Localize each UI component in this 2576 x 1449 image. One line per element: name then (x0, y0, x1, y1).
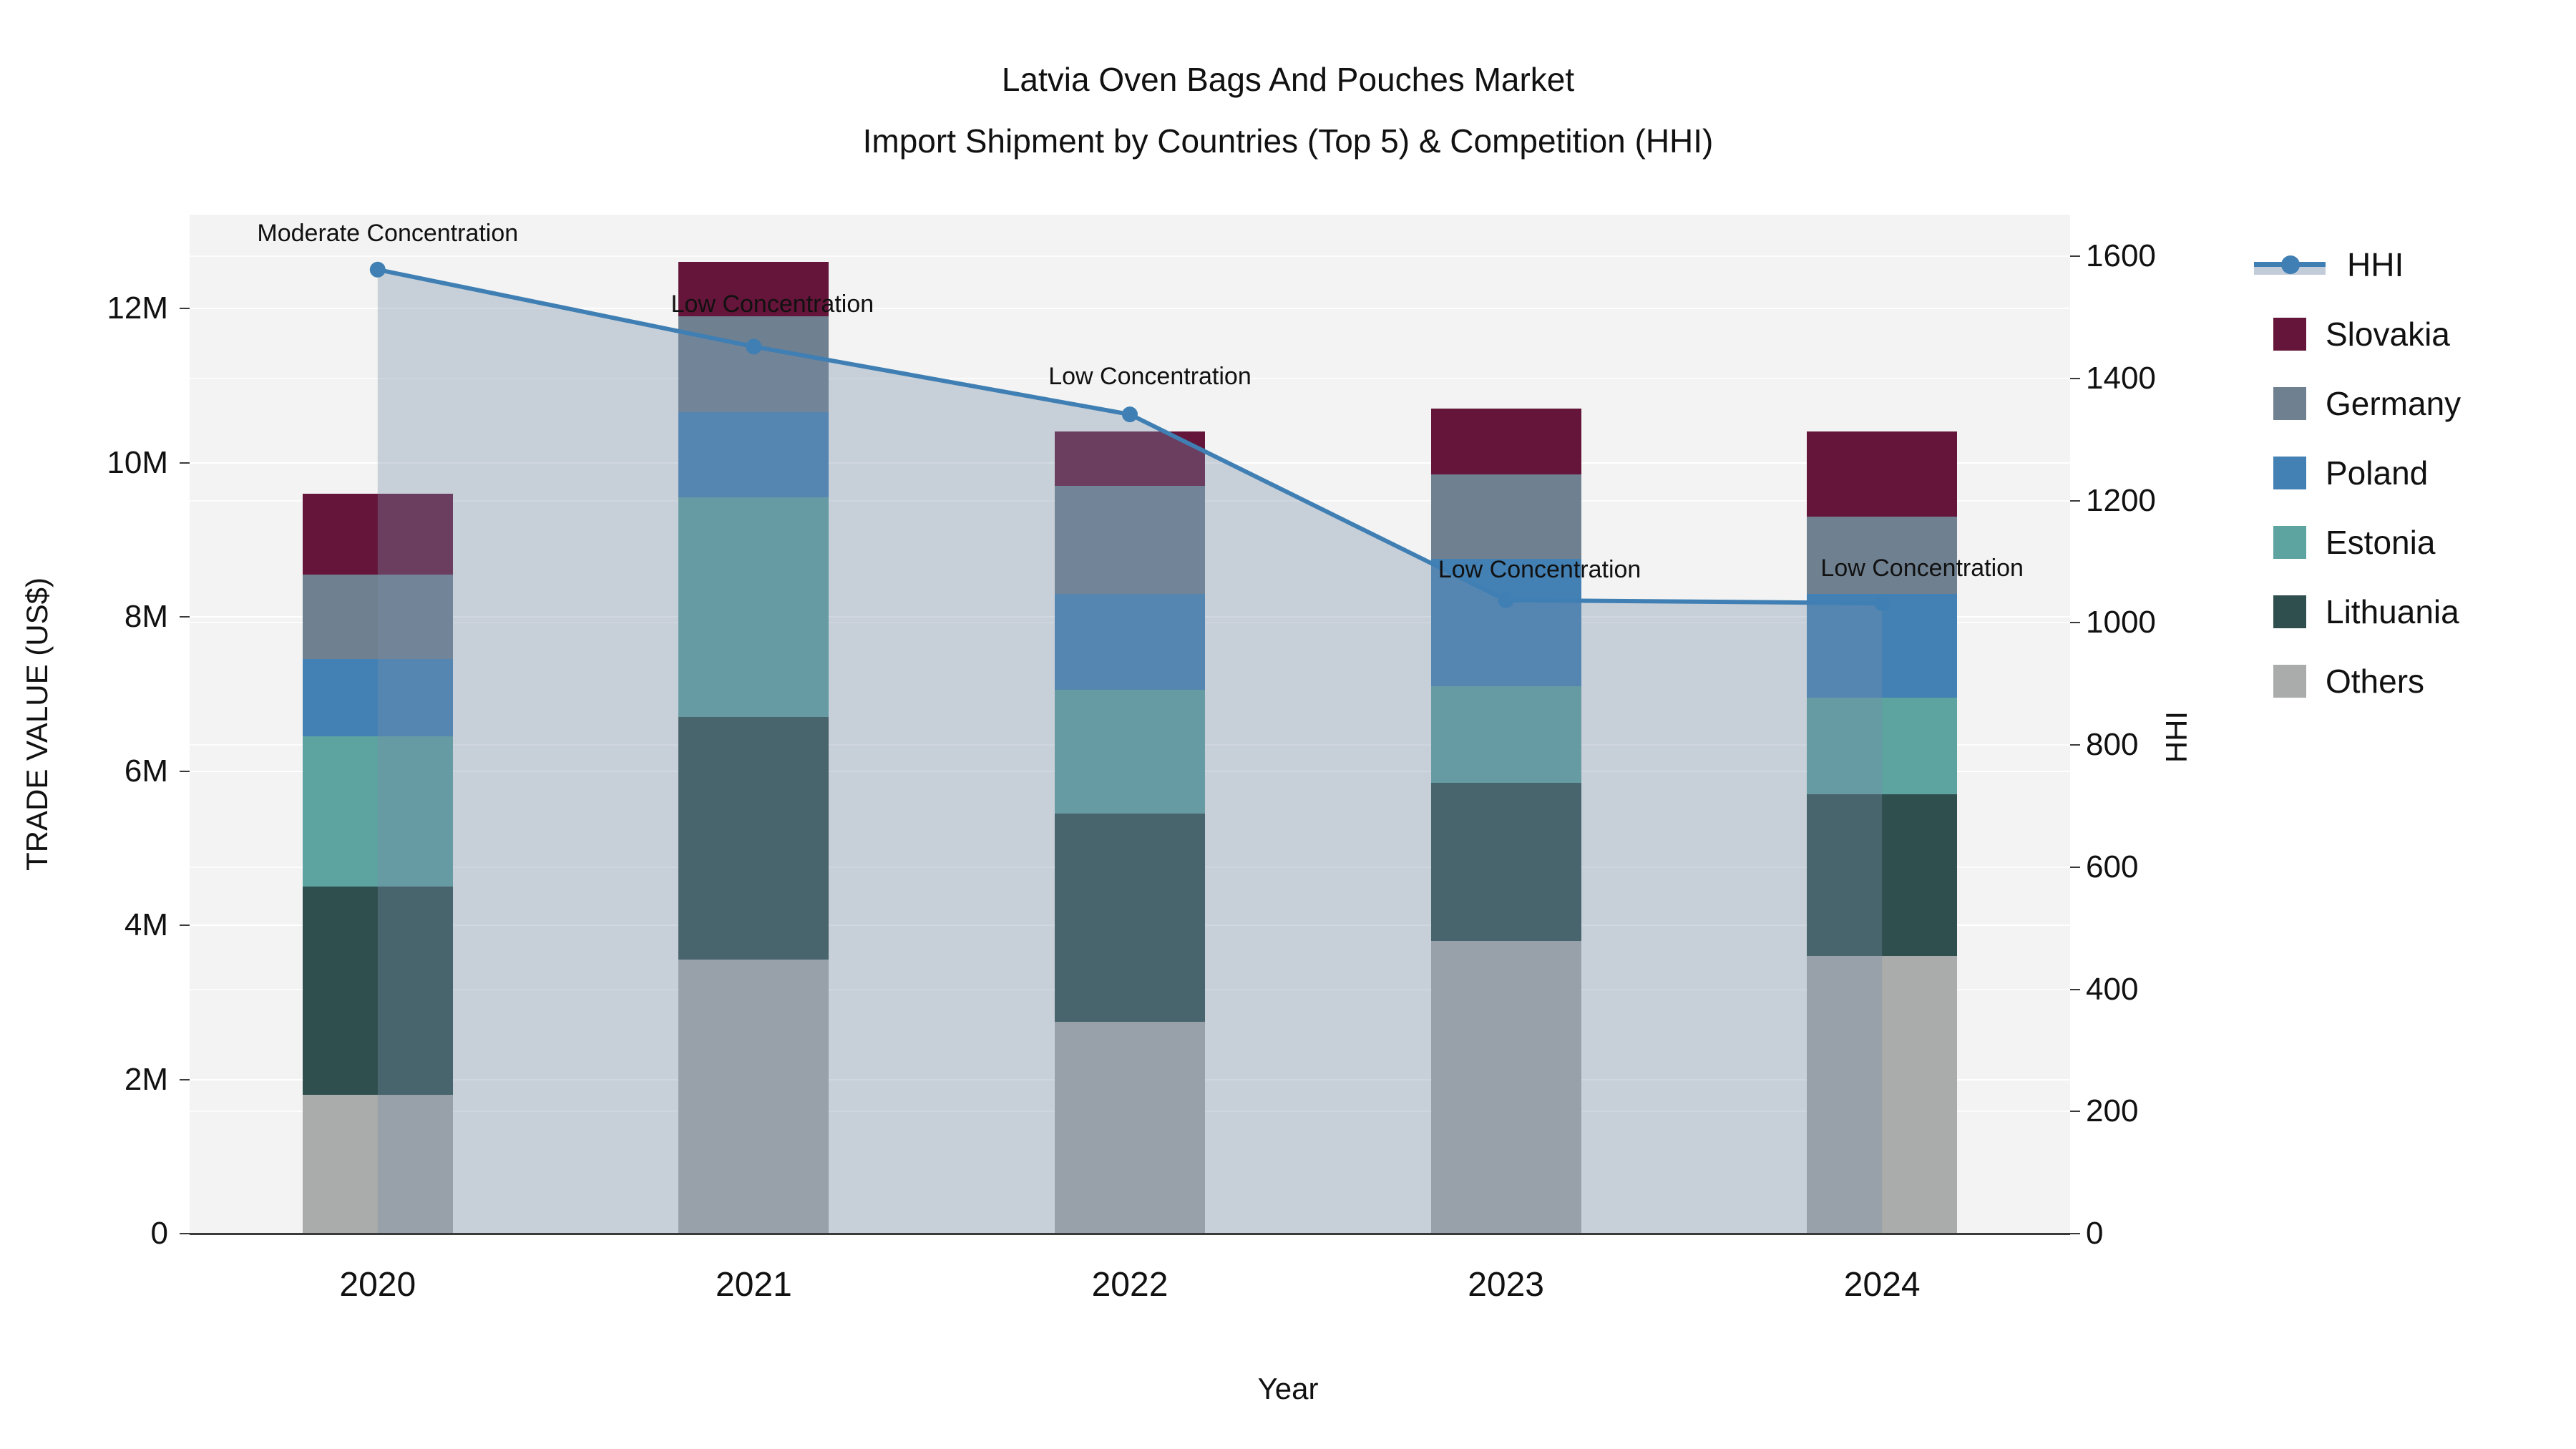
legend-item-others[interactable]: Others (2254, 660, 2424, 703)
y-tick-label: 2M (124, 1061, 168, 1097)
x-tick-label-2024: 2024 (1843, 1266, 1921, 1304)
y-tick-label: 0 (150, 1216, 168, 1251)
bar-segment-others-2022[interactable] (1055, 1021, 1205, 1234)
legend-item-slovakia[interactable]: Slovakia (2254, 313, 2450, 356)
legend-item-lithuania[interactable]: Lithuania (2254, 590, 2459, 633)
legend-label: HHI (2347, 246, 2404, 283)
y2-tick-label: 1400 (2086, 360, 2156, 396)
bar-segment-lithuania-2020[interactable] (302, 887, 453, 1096)
y-tick-label: 4M (124, 907, 168, 942)
bar-segment-lithuania-2024[interactable] (1807, 794, 1958, 957)
bar-segment-germany-2022[interactable] (1055, 485, 1205, 594)
legend-item-poland[interactable]: Poland (2254, 452, 2428, 494)
x-tick-label-2021: 2021 (716, 1266, 792, 1304)
y2-tickmark (2070, 622, 2080, 624)
y-tickmark (180, 924, 190, 926)
bar-segment-estonia-2024[interactable] (1807, 698, 1958, 794)
legend-color-swatch (2273, 526, 2306, 559)
y2-axis-title: HHI (2160, 711, 2193, 763)
y2-tickmark (2070, 499, 2080, 502)
y-tick-label: 12M (107, 291, 168, 326)
y2-tickmark (2070, 988, 2080, 990)
bar-segment-germany-2023[interactable] (1430, 474, 1581, 560)
y2-tick-label: 0 (2086, 1216, 2104, 1251)
x-tick-label-2020: 2020 (339, 1266, 416, 1304)
annotation-2021: Low Concentration (670, 291, 874, 318)
bar-segment-estonia-2023[interactable] (1430, 686, 1581, 783)
y-tickmark (180, 462, 190, 464)
y-tickmark (180, 1078, 190, 1080)
bar-segment-slovakia-2024[interactable] (1807, 431, 1958, 517)
bar-segment-others-2023[interactable] (1430, 940, 1581, 1234)
bar-segment-germany-2021[interactable] (678, 316, 829, 413)
bar-segment-estonia-2020[interactable] (302, 736, 453, 887)
y2-tickmark (2070, 1111, 2080, 1113)
y2-tick-label: 400 (2086, 971, 2139, 1007)
legend-item-germany[interactable]: Germany (2254, 382, 2461, 425)
x-tick-label-2023: 2023 (1468, 1266, 1544, 1304)
y-tick-label: 10M (107, 444, 168, 480)
gridline-y (190, 308, 2070, 309)
y2-tickmark (2070, 1233, 2080, 1234)
legend-item-hhi[interactable]: HHI (2254, 243, 2404, 286)
y-axis-title: TRADE VALUE (US$) (20, 577, 54, 871)
bar-segment-slovakia-2020[interactable] (302, 493, 453, 575)
bar-segment-poland-2021[interactable] (678, 412, 829, 497)
bar-segment-estonia-2022[interactable] (1055, 690, 1205, 814)
bar-segment-poland-2020[interactable] (302, 659, 453, 736)
y2-tickmark (2070, 255, 2080, 257)
legend-label: Germany (2326, 385, 2462, 422)
y2-tickmark (2070, 744, 2080, 746)
chart-title-line1: Latvia Oven Bags And Pouches Market (1001, 61, 1575, 98)
y2-tick-label: 200 (2086, 1093, 2139, 1129)
legend-label: Estonia (2326, 524, 2436, 561)
annotation-2020: Moderate Concentration (257, 219, 519, 247)
bar-segment-slovakia-2023[interactable] (1430, 409, 1581, 474)
legend-label: Others (2326, 663, 2425, 700)
y2-tickmark (2070, 377, 2080, 379)
y-tick-label: 6M (124, 753, 168, 789)
bar-segment-slovakia-2022[interactable] (1055, 431, 1205, 486)
chart-title-line2: Import Shipment by Countries (Top 5) & C… (862, 122, 1714, 160)
annotation-2022: Low Concentration (1048, 363, 1252, 391)
hhi-line-icon (2254, 249, 2326, 280)
bar-segment-others-2020[interactable] (302, 1095, 453, 1234)
legend-item-estonia[interactable]: Estonia (2254, 521, 2435, 564)
x-axis-title: Year (1257, 1372, 1319, 1405)
bar-segment-poland-2022[interactable] (1055, 593, 1205, 691)
bar-segment-germany-2020[interactable] (302, 574, 453, 660)
legend-color-swatch (2273, 387, 2306, 420)
gridline-y2 (190, 255, 2070, 257)
legend-label: Lithuania (2326, 593, 2459, 630)
legend-color-swatch (2273, 665, 2306, 698)
y2-tick-label: 1600 (2086, 238, 2156, 273)
legend-label: Slovakia (2326, 316, 2450, 353)
legend-color-swatch (2273, 595, 2306, 628)
y2-tickmark (2070, 866, 2080, 868)
y2-tick-label: 600 (2086, 849, 2139, 884)
bar-segment-poland-2024[interactable] (1807, 593, 1958, 698)
x-axis-line (190, 1233, 2070, 1235)
bar-segment-others-2024[interactable] (1807, 956, 1958, 1234)
y-tickmark (180, 1233, 190, 1234)
y-tick-label: 8M (124, 599, 168, 634)
legend-color-swatch (2273, 457, 2306, 489)
legend-color-swatch (2273, 318, 2306, 351)
y-tickmark (180, 308, 190, 309)
bar-segment-lithuania-2022[interactable] (1055, 813, 1205, 1022)
annotation-2024: Low Concentration (1820, 554, 2024, 582)
x-tick-label-2022: 2022 (1091, 1266, 1169, 1304)
bar-segment-estonia-2021[interactable] (678, 497, 829, 718)
y2-tick-label: 1200 (2086, 482, 2156, 518)
y-tickmark (180, 616, 190, 618)
annotation-2023: Low Concentration (1438, 555, 1641, 583)
y2-tick-label: 800 (2086, 727, 2139, 762)
y-tickmark (180, 770, 190, 772)
bar-segment-lithuania-2021[interactable] (678, 717, 829, 960)
y2-tick-label: 1000 (2086, 605, 2156, 640)
bar-segment-lithuania-2023[interactable] (1430, 782, 1581, 941)
legend-label: Poland (2326, 454, 2429, 492)
bar-segment-others-2021[interactable] (678, 960, 829, 1234)
